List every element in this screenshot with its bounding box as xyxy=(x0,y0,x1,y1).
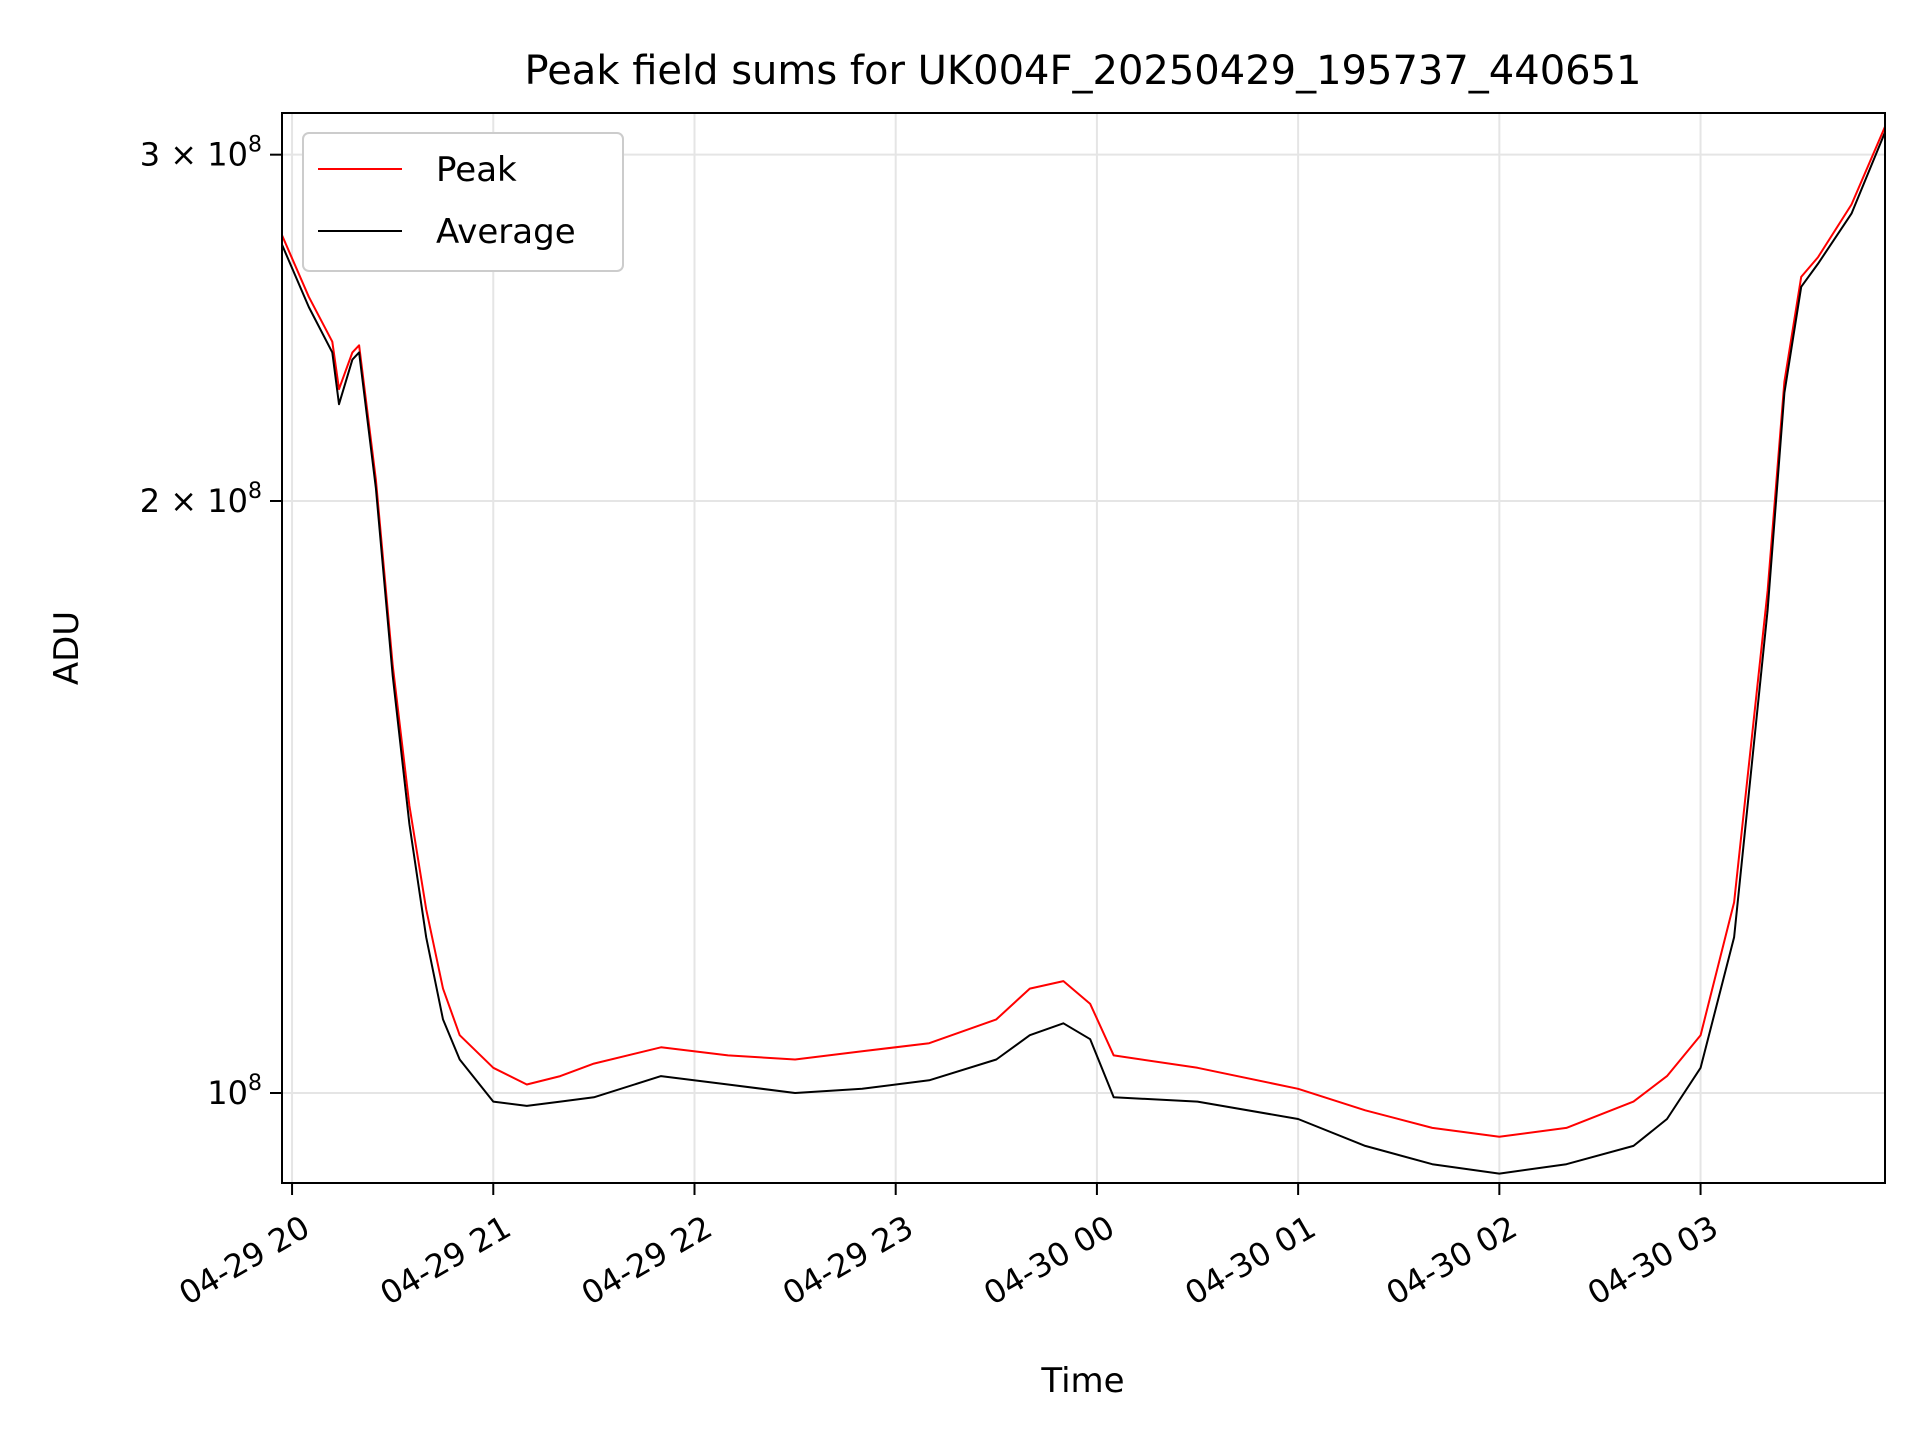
y-tick-label: 2 × 108 xyxy=(140,479,262,520)
x-axis-label: Time xyxy=(1040,1361,1124,1401)
plot-frame xyxy=(281,112,1886,1184)
grid xyxy=(282,113,1885,1183)
y-axis-label: ADU xyxy=(47,611,87,685)
y-tick-label: 3 × 108 xyxy=(140,133,262,174)
y-tick-label: 108 xyxy=(207,1071,262,1112)
legend-label-average: Average xyxy=(436,212,576,252)
legend: Peak Average xyxy=(302,132,624,272)
series-layer xyxy=(281,126,1886,1175)
series-line-average xyxy=(281,131,1886,1175)
legend-label-peak: Peak xyxy=(436,150,517,190)
legend-box xyxy=(302,132,624,272)
chart-title: Peak field sums for UK004F_20250429_1957… xyxy=(525,48,1642,94)
y-axis-ticks: 108 2 × 108 3 × 108 xyxy=(140,133,282,1112)
